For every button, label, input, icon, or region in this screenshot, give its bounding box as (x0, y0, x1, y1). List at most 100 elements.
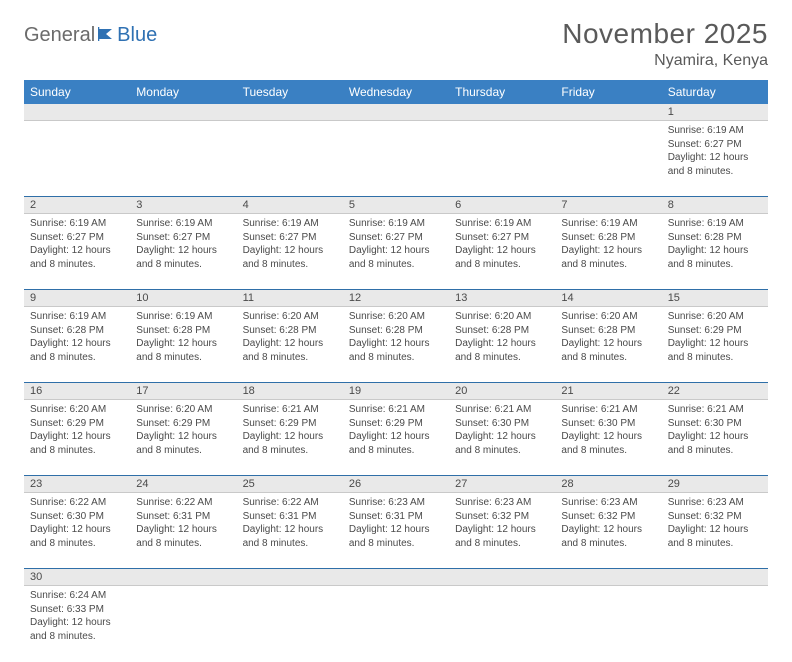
weekday-header: Monday (130, 80, 236, 104)
daylight-text: Daylight: 12 hours and 8 minutes. (455, 337, 549, 364)
day-cell: Sunrise: 6:19 AMSunset: 6:27 PMDaylight:… (662, 121, 768, 197)
calendar-body: 1Sunrise: 6:19 AMSunset: 6:27 PMDaylight… (24, 104, 768, 662)
day-content: Sunrise: 6:21 AMSunset: 6:30 PMDaylight:… (662, 400, 768, 461)
day-cell: Sunrise: 6:23 AMSunset: 6:31 PMDaylight:… (343, 493, 449, 569)
day-number-cell: 11 (237, 290, 343, 307)
sunset-text: Sunset: 6:28 PM (30, 324, 124, 338)
sunset-text: Sunset: 6:28 PM (561, 231, 655, 245)
day-content: Sunrise: 6:20 AMSunset: 6:28 PMDaylight:… (343, 307, 449, 368)
day-cell (449, 121, 555, 197)
day-cell: Sunrise: 6:20 AMSunset: 6:29 PMDaylight:… (662, 307, 768, 383)
daylight-text: Daylight: 12 hours and 8 minutes. (668, 244, 762, 271)
sunrise-text: Sunrise: 6:24 AM (30, 589, 124, 603)
day-cell (343, 586, 449, 662)
sunrise-text: Sunrise: 6:21 AM (243, 403, 337, 417)
day-content: Sunrise: 6:22 AMSunset: 6:31 PMDaylight:… (130, 493, 236, 554)
day-cell (662, 586, 768, 662)
daylight-text: Daylight: 12 hours and 8 minutes. (561, 523, 655, 550)
sunset-text: Sunset: 6:29 PM (349, 417, 443, 431)
day-cell: Sunrise: 6:20 AMSunset: 6:28 PMDaylight:… (449, 307, 555, 383)
sunset-text: Sunset: 6:31 PM (136, 510, 230, 524)
day-number-cell (449, 104, 555, 121)
day-number-cell: 29 (662, 476, 768, 493)
day-number-cell: 16 (24, 383, 130, 400)
sunrise-text: Sunrise: 6:19 AM (561, 217, 655, 231)
sunrise-text: Sunrise: 6:21 AM (349, 403, 443, 417)
daylight-text: Daylight: 12 hours and 8 minutes. (349, 523, 443, 550)
daylight-text: Daylight: 12 hours and 8 minutes. (668, 337, 762, 364)
brand-part1: General (24, 24, 95, 47)
day-cell: Sunrise: 6:21 AMSunset: 6:29 PMDaylight:… (237, 400, 343, 476)
day-cell (449, 586, 555, 662)
daylight-text: Daylight: 12 hours and 8 minutes. (349, 337, 443, 364)
day-number-cell: 24 (130, 476, 236, 493)
sunset-text: Sunset: 6:28 PM (243, 324, 337, 338)
week-row: Sunrise: 6:22 AMSunset: 6:30 PMDaylight:… (24, 493, 768, 569)
daynum-row: 2345678 (24, 197, 768, 214)
daylight-text: Daylight: 12 hours and 8 minutes. (243, 337, 337, 364)
day-cell: Sunrise: 6:22 AMSunset: 6:31 PMDaylight:… (130, 493, 236, 569)
sunrise-text: Sunrise: 6:21 AM (561, 403, 655, 417)
daylight-text: Daylight: 12 hours and 8 minutes. (30, 244, 124, 271)
sunset-text: Sunset: 6:30 PM (561, 417, 655, 431)
day-number-cell (237, 104, 343, 121)
day-content: Sunrise: 6:20 AMSunset: 6:28 PMDaylight:… (555, 307, 661, 368)
sunrise-text: Sunrise: 6:20 AM (136, 403, 230, 417)
sunset-text: Sunset: 6:32 PM (561, 510, 655, 524)
day-content: Sunrise: 6:20 AMSunset: 6:28 PMDaylight:… (449, 307, 555, 368)
day-cell: Sunrise: 6:22 AMSunset: 6:31 PMDaylight:… (237, 493, 343, 569)
day-cell: Sunrise: 6:19 AMSunset: 6:27 PMDaylight:… (343, 214, 449, 290)
sunrise-text: Sunrise: 6:22 AM (136, 496, 230, 510)
day-content: Sunrise: 6:19 AMSunset: 6:27 PMDaylight:… (130, 214, 236, 275)
daylight-text: Daylight: 12 hours and 8 minutes. (455, 244, 549, 271)
day-number-cell: 1 (662, 104, 768, 121)
sunset-text: Sunset: 6:29 PM (30, 417, 124, 431)
day-content: Sunrise: 6:19 AMSunset: 6:27 PMDaylight:… (237, 214, 343, 275)
day-content: Sunrise: 6:21 AMSunset: 6:30 PMDaylight:… (555, 400, 661, 461)
daynum-row: 30 (24, 569, 768, 586)
sunrise-text: Sunrise: 6:20 AM (243, 310, 337, 324)
day-number-cell: 23 (24, 476, 130, 493)
day-content: Sunrise: 6:19 AMSunset: 6:27 PMDaylight:… (662, 121, 768, 182)
day-number-cell: 5 (343, 197, 449, 214)
week-row: Sunrise: 6:24 AMSunset: 6:33 PMDaylight:… (24, 586, 768, 662)
day-content: Sunrise: 6:24 AMSunset: 6:33 PMDaylight:… (24, 586, 130, 647)
daylight-text: Daylight: 12 hours and 8 minutes. (136, 244, 230, 271)
weekday-header: Thursday (449, 80, 555, 104)
sunrise-text: Sunrise: 6:19 AM (243, 217, 337, 231)
sunrise-text: Sunrise: 6:20 AM (455, 310, 549, 324)
sunset-text: Sunset: 6:30 PM (455, 417, 549, 431)
sunrise-text: Sunrise: 6:20 AM (349, 310, 443, 324)
daynum-row: 1 (24, 104, 768, 121)
sunset-text: Sunset: 6:30 PM (668, 417, 762, 431)
sunrise-text: Sunrise: 6:22 AM (30, 496, 124, 510)
day-number-cell: 10 (130, 290, 236, 307)
day-cell: Sunrise: 6:19 AMSunset: 6:28 PMDaylight:… (662, 214, 768, 290)
sunset-text: Sunset: 6:27 PM (455, 231, 549, 245)
day-content: Sunrise: 6:19 AMSunset: 6:27 PMDaylight:… (24, 214, 130, 275)
day-cell: Sunrise: 6:20 AMSunset: 6:28 PMDaylight:… (237, 307, 343, 383)
day-number-cell (24, 104, 130, 121)
daylight-text: Daylight: 12 hours and 8 minutes. (136, 337, 230, 364)
week-row: Sunrise: 6:19 AMSunset: 6:28 PMDaylight:… (24, 307, 768, 383)
day-number-cell: 8 (662, 197, 768, 214)
day-number-cell: 19 (343, 383, 449, 400)
day-number-cell: 9 (24, 290, 130, 307)
day-number-cell: 2 (24, 197, 130, 214)
day-number-cell: 22 (662, 383, 768, 400)
day-content: Sunrise: 6:20 AMSunset: 6:29 PMDaylight:… (662, 307, 768, 368)
day-content: Sunrise: 6:21 AMSunset: 6:30 PMDaylight:… (449, 400, 555, 461)
daylight-text: Daylight: 12 hours and 8 minutes. (561, 337, 655, 364)
day-number-cell: 6 (449, 197, 555, 214)
day-cell (130, 121, 236, 197)
day-cell: Sunrise: 6:20 AMSunset: 6:29 PMDaylight:… (130, 400, 236, 476)
day-number-cell: 15 (662, 290, 768, 307)
day-number-cell: 25 (237, 476, 343, 493)
daylight-text: Daylight: 12 hours and 8 minutes. (561, 244, 655, 271)
day-content: Sunrise: 6:19 AMSunset: 6:28 PMDaylight:… (662, 214, 768, 275)
daylight-text: Daylight: 12 hours and 8 minutes. (561, 430, 655, 457)
day-number-cell: 13 (449, 290, 555, 307)
sunset-text: Sunset: 6:31 PM (349, 510, 443, 524)
day-cell: Sunrise: 6:19 AMSunset: 6:27 PMDaylight:… (24, 214, 130, 290)
flag-icon (98, 24, 116, 47)
